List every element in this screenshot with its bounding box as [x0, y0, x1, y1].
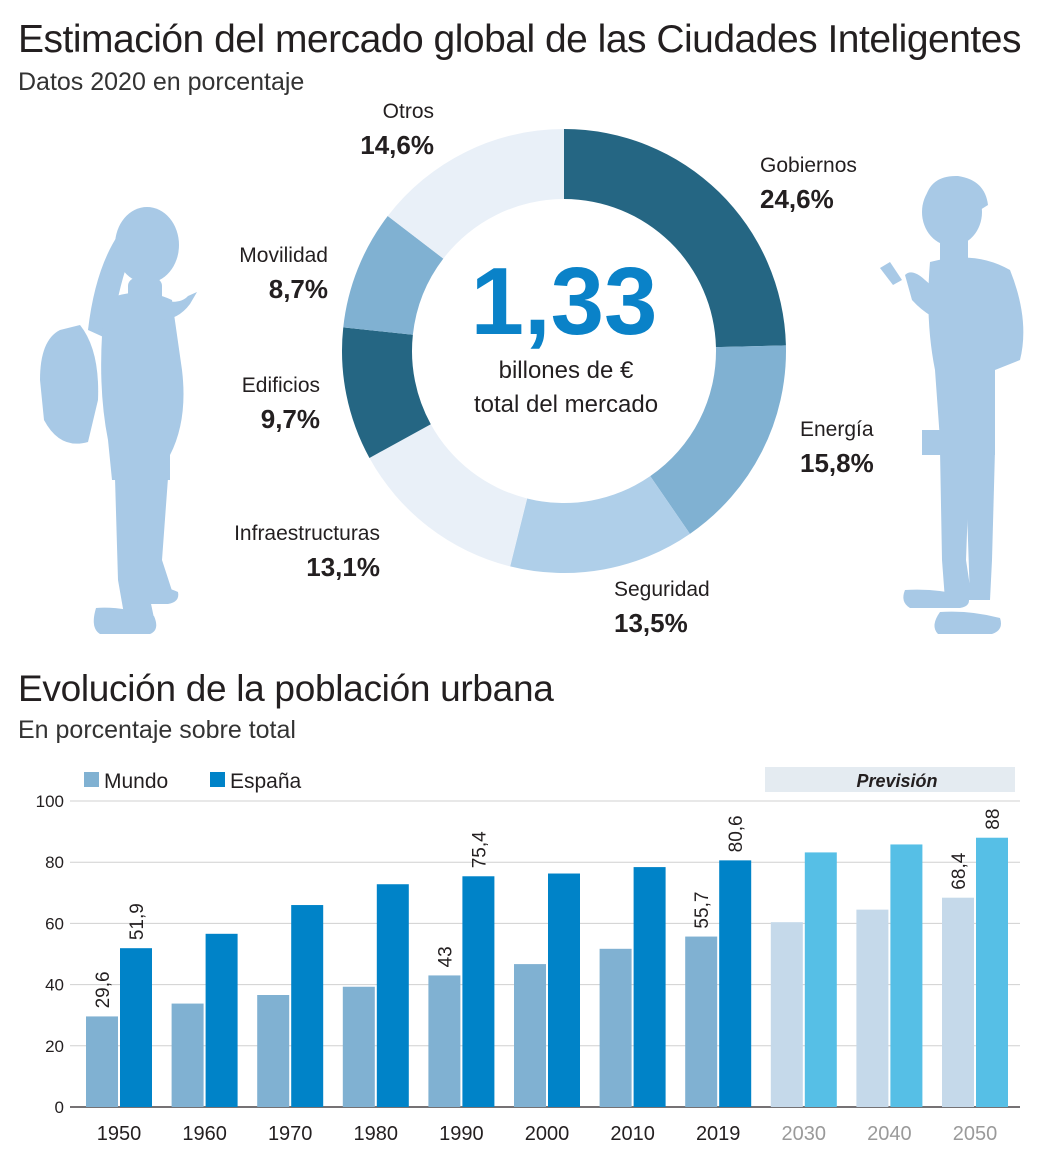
bar-mundo-1960	[171, 1003, 204, 1107]
x-label-2019: 2019	[696, 1123, 741, 1145]
x-label-1950: 1950	[97, 1123, 142, 1145]
slice-edificios	[342, 327, 431, 458]
bar-label-espana-1950: 51,9	[127, 903, 148, 940]
bar-mundo-1970	[257, 995, 290, 1107]
legend-swatch-mundo	[84, 772, 99, 787]
bar-mundo-1990	[428, 975, 461, 1107]
bar-label-mundo-1990: 43	[435, 946, 456, 967]
x-label-2030: 2030	[782, 1123, 827, 1145]
x-label-1960: 1960	[182, 1123, 227, 1145]
slice-label-energia: Energía	[800, 418, 874, 441]
slice-label-edificios: Edificios	[242, 374, 320, 397]
slice-infraestructuras	[369, 424, 528, 567]
x-label-1970: 1970	[268, 1123, 313, 1145]
market-total-caption: total del mercado	[474, 391, 658, 418]
x-label-2040: 2040	[867, 1123, 912, 1145]
bar-espana-1990	[462, 876, 495, 1107]
main-title: Estimación del mercado global de las Ciu…	[18, 18, 1021, 61]
market-total-unit: billones de €	[499, 357, 634, 384]
y-tick-80: 80	[45, 853, 64, 872]
donut-labels: Gobiernos 24,6% Energía 15,8% Seguridad 13,5%…	[234, 100, 874, 638]
bar-espana-2040	[890, 844, 923, 1107]
bar-espana-2019	[719, 860, 752, 1107]
x-label-1980: 1980	[354, 1123, 399, 1145]
bar-espana-2000	[548, 873, 580, 1107]
slice-value-infraestructuras: 13,1%	[306, 552, 380, 582]
bar-mundo-2010	[599, 948, 632, 1107]
slice-seguridad	[510, 476, 690, 573]
slice-label-seguridad: Seguridad	[614, 578, 710, 601]
bar-mundo-2019	[685, 936, 718, 1107]
slice-value-energia: 15,8%	[800, 448, 874, 478]
donut-chart	[342, 129, 786, 573]
bar-mundo-2050	[942, 897, 974, 1107]
main-subtitle: Datos 2020 en porcentaje	[18, 68, 305, 96]
slice-otros	[387, 129, 564, 259]
slice-label-movilidad: Movilidad	[239, 244, 328, 267]
bar-espana-2030	[804, 852, 837, 1107]
slice-label-gobiernos: Gobiernos	[760, 154, 857, 177]
bar-espana-1950	[120, 948, 152, 1107]
legend-label-mundo: Mundo	[104, 770, 168, 793]
legend-swatch-espana	[210, 772, 225, 787]
slice-value-gobiernos: 24,6%	[760, 184, 834, 214]
legend-label-espana: España	[230, 770, 302, 793]
x-label-1990: 1990	[439, 1123, 484, 1145]
slice-movilidad	[343, 216, 444, 335]
bar-mundo-2030	[770, 922, 803, 1107]
bar-label-espana-2019: 80,6	[726, 815, 747, 852]
x-label-2050: 2050	[953, 1123, 998, 1145]
forecast-label: Previsión	[856, 771, 937, 791]
y-tick-20: 20	[45, 1037, 64, 1056]
bar-label-mundo-1950: 29,6	[93, 971, 114, 1008]
x-label-2000: 2000	[525, 1123, 570, 1145]
man-silhouette-icon	[880, 175, 1024, 634]
y-tick-60: 60	[45, 914, 64, 933]
bar-mundo-1950	[86, 1016, 118, 1107]
bar-mundo-2040	[856, 909, 889, 1107]
forecast-band	[765, 767, 1015, 792]
section-subtitle: En porcentaje sobre total	[18, 716, 296, 744]
x-label-2010: 2010	[610, 1123, 655, 1145]
y-tick-0: 0	[55, 1098, 64, 1117]
slice-gobiernos	[564, 129, 786, 348]
slice-value-otros: 14,6%	[360, 130, 434, 160]
bar-espana-1980	[376, 884, 409, 1107]
bar-mundo-1980	[342, 986, 375, 1107]
bar-espana-1960	[205, 933, 238, 1107]
bar-espana-1970	[291, 905, 324, 1107]
y-tick-40: 40	[45, 976, 64, 995]
slice-value-seguridad: 13,5%	[614, 608, 688, 638]
slice-energia	[650, 345, 786, 534]
bar-label-mundo-2050: 68,4	[949, 852, 970, 889]
section-title: Evolución de la población urbana	[18, 668, 554, 709]
y-tick-100: 100	[36, 792, 64, 811]
bar-label-espana-1990: 75,4	[469, 831, 490, 868]
slice-label-infraestructuras: Infraestructuras	[234, 522, 380, 545]
slice-value-edificios: 9,7%	[261, 404, 320, 434]
bar-label-espana-2050: 88	[983, 809, 1004, 830]
bar-espana-2050	[976, 837, 1008, 1107]
market-total-value: 1,33	[471, 248, 658, 355]
slice-value-movilidad: 8,7%	[269, 274, 328, 304]
woman-silhouette-icon	[40, 207, 197, 634]
bar-espana-2010	[633, 867, 666, 1107]
bar-mundo-2000	[514, 964, 546, 1107]
bar-label-mundo-2019: 55,7	[692, 892, 713, 929]
slice-label-otros: Otros	[383, 100, 434, 123]
